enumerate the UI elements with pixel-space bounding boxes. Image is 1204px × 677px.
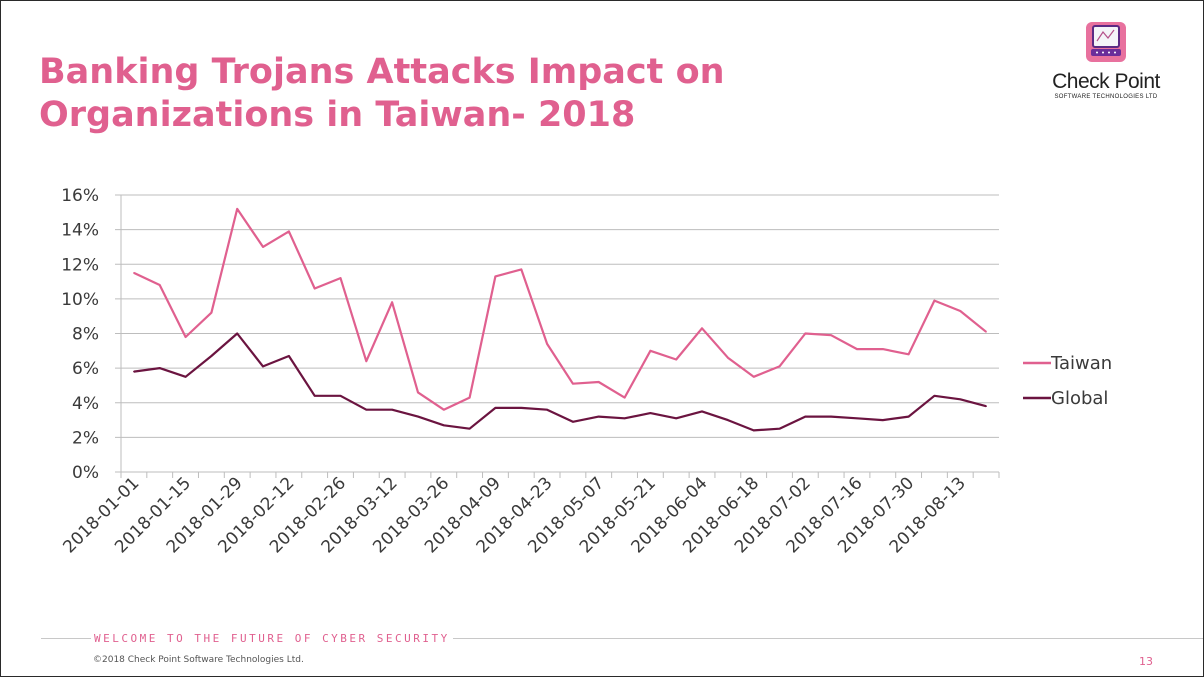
footer-tagline: WELCOME TO THE FUTURE OF CYBER SECURITY — [91, 632, 453, 645]
y-tick-label: 10% — [61, 290, 99, 310]
y-tick-label: 16% — [61, 186, 99, 206]
data-point — [546, 408, 548, 411]
data-point — [391, 301, 393, 304]
logo-wordmark: Check Point — [1052, 70, 1160, 93]
y-tick-label: 0% — [72, 463, 99, 483]
data-point — [133, 370, 135, 373]
data-point — [262, 365, 264, 368]
data-point — [933, 395, 936, 397]
data-point — [468, 427, 471, 430]
data-point — [494, 275, 497, 278]
data-point — [727, 356, 729, 359]
data-point — [701, 327, 703, 330]
data-point — [520, 407, 523, 409]
data-point — [468, 396, 471, 399]
data-point — [158, 367, 161, 369]
data-point — [804, 415, 807, 418]
data-point — [210, 311, 213, 314]
data-point — [830, 334, 832, 337]
data-point — [649, 350, 652, 352]
data-point — [262, 246, 264, 248]
page-number: 13 — [1139, 655, 1153, 668]
data-point — [933, 299, 936, 302]
data-point — [959, 398, 962, 401]
data-point — [856, 417, 858, 420]
data-point — [830, 415, 832, 418]
data-point — [881, 348, 884, 350]
data-point — [184, 375, 187, 378]
data-point — [985, 330, 987, 333]
data-point — [881, 419, 884, 421]
line-chart: 0% 2% 4% 6% 8% 10% 12% 14% 16% 2018-01-012018-01… — [59, 186, 1112, 557]
check-point-logo: Check Point SOFTWARE TECHNOLOGIES LTD — [1041, 21, 1171, 111]
data-point — [339, 277, 342, 279]
data-point — [959, 310, 962, 312]
data-point — [985, 405, 987, 408]
data-point — [184, 336, 187, 338]
data-point — [727, 419, 729, 421]
data-point — [752, 375, 755, 378]
copyright: ©2018 Check Point Software Technologies … — [93, 655, 304, 665]
y-tick-label: 8% — [72, 325, 99, 345]
data-point — [158, 284, 161, 286]
data-point — [546, 343, 548, 345]
data-point — [365, 360, 368, 363]
footer-rule-left — [41, 638, 91, 639]
legend: Taiwan Global — [1023, 353, 1112, 409]
data-point — [597, 381, 600, 383]
data-point — [907, 415, 910, 418]
data-point — [623, 417, 626, 420]
data-point — [907, 353, 910, 356]
data-point — [623, 396, 626, 399]
data-point — [236, 332, 239, 335]
y-tick-label: 6% — [72, 359, 99, 379]
data-point — [649, 412, 652, 414]
y-tick-label: 4% — [72, 394, 99, 414]
data-point — [288, 355, 290, 357]
data-point — [339, 395, 342, 397]
data-point — [417, 415, 419, 418]
data-point — [391, 408, 393, 411]
data-point — [365, 408, 368, 411]
series-lines — [133, 207, 987, 432]
data-point — [675, 417, 678, 420]
data-point — [752, 429, 755, 432]
data-point — [701, 410, 703, 413]
data-point — [856, 348, 858, 350]
computer-screen-icon — [1086, 22, 1126, 62]
data-point — [572, 420, 574, 423]
data-point — [520, 268, 523, 271]
slide-title: Banking Trojans Attacks Impact on Organi… — [39, 52, 725, 135]
y-axis-ticks: 0% 2% 4% 6% 8% 10% 12% 14% 16% — [61, 186, 99, 483]
data-point — [313, 287, 316, 290]
data-point — [442, 424, 445, 427]
data-point — [236, 208, 239, 210]
gridlines — [115, 194, 1000, 478]
footer-rule-right — [411, 638, 1203, 639]
data-point — [778, 427, 781, 430]
series-line-taiwan — [133, 207, 987, 411]
data-point — [597, 415, 600, 418]
data-point — [133, 272, 135, 274]
legend-label-taiwan: Taiwan — [1050, 353, 1112, 374]
y-tick-label: 12% — [61, 255, 99, 275]
data-point — [442, 408, 445, 411]
series-line-global — [133, 332, 987, 432]
y-tick-label: 14% — [61, 221, 99, 241]
data-point — [494, 407, 497, 409]
data-point — [778, 365, 781, 368]
legend-label-global: Global — [1051, 388, 1108, 409]
data-point — [572, 382, 574, 385]
x-axis-ticks: 2018-01-012018-01-152018-01-292018-02-12… — [59, 473, 969, 557]
data-point — [210, 355, 213, 357]
data-point — [313, 395, 316, 397]
data-point — [288, 230, 290, 233]
data-point — [804, 332, 807, 335]
y-tick-label: 2% — [72, 428, 99, 448]
data-point — [417, 391, 419, 394]
data-point — [675, 358, 678, 361]
logo-subtitle: SOFTWARE TECHNOLOGIES LTD — [1054, 94, 1158, 100]
